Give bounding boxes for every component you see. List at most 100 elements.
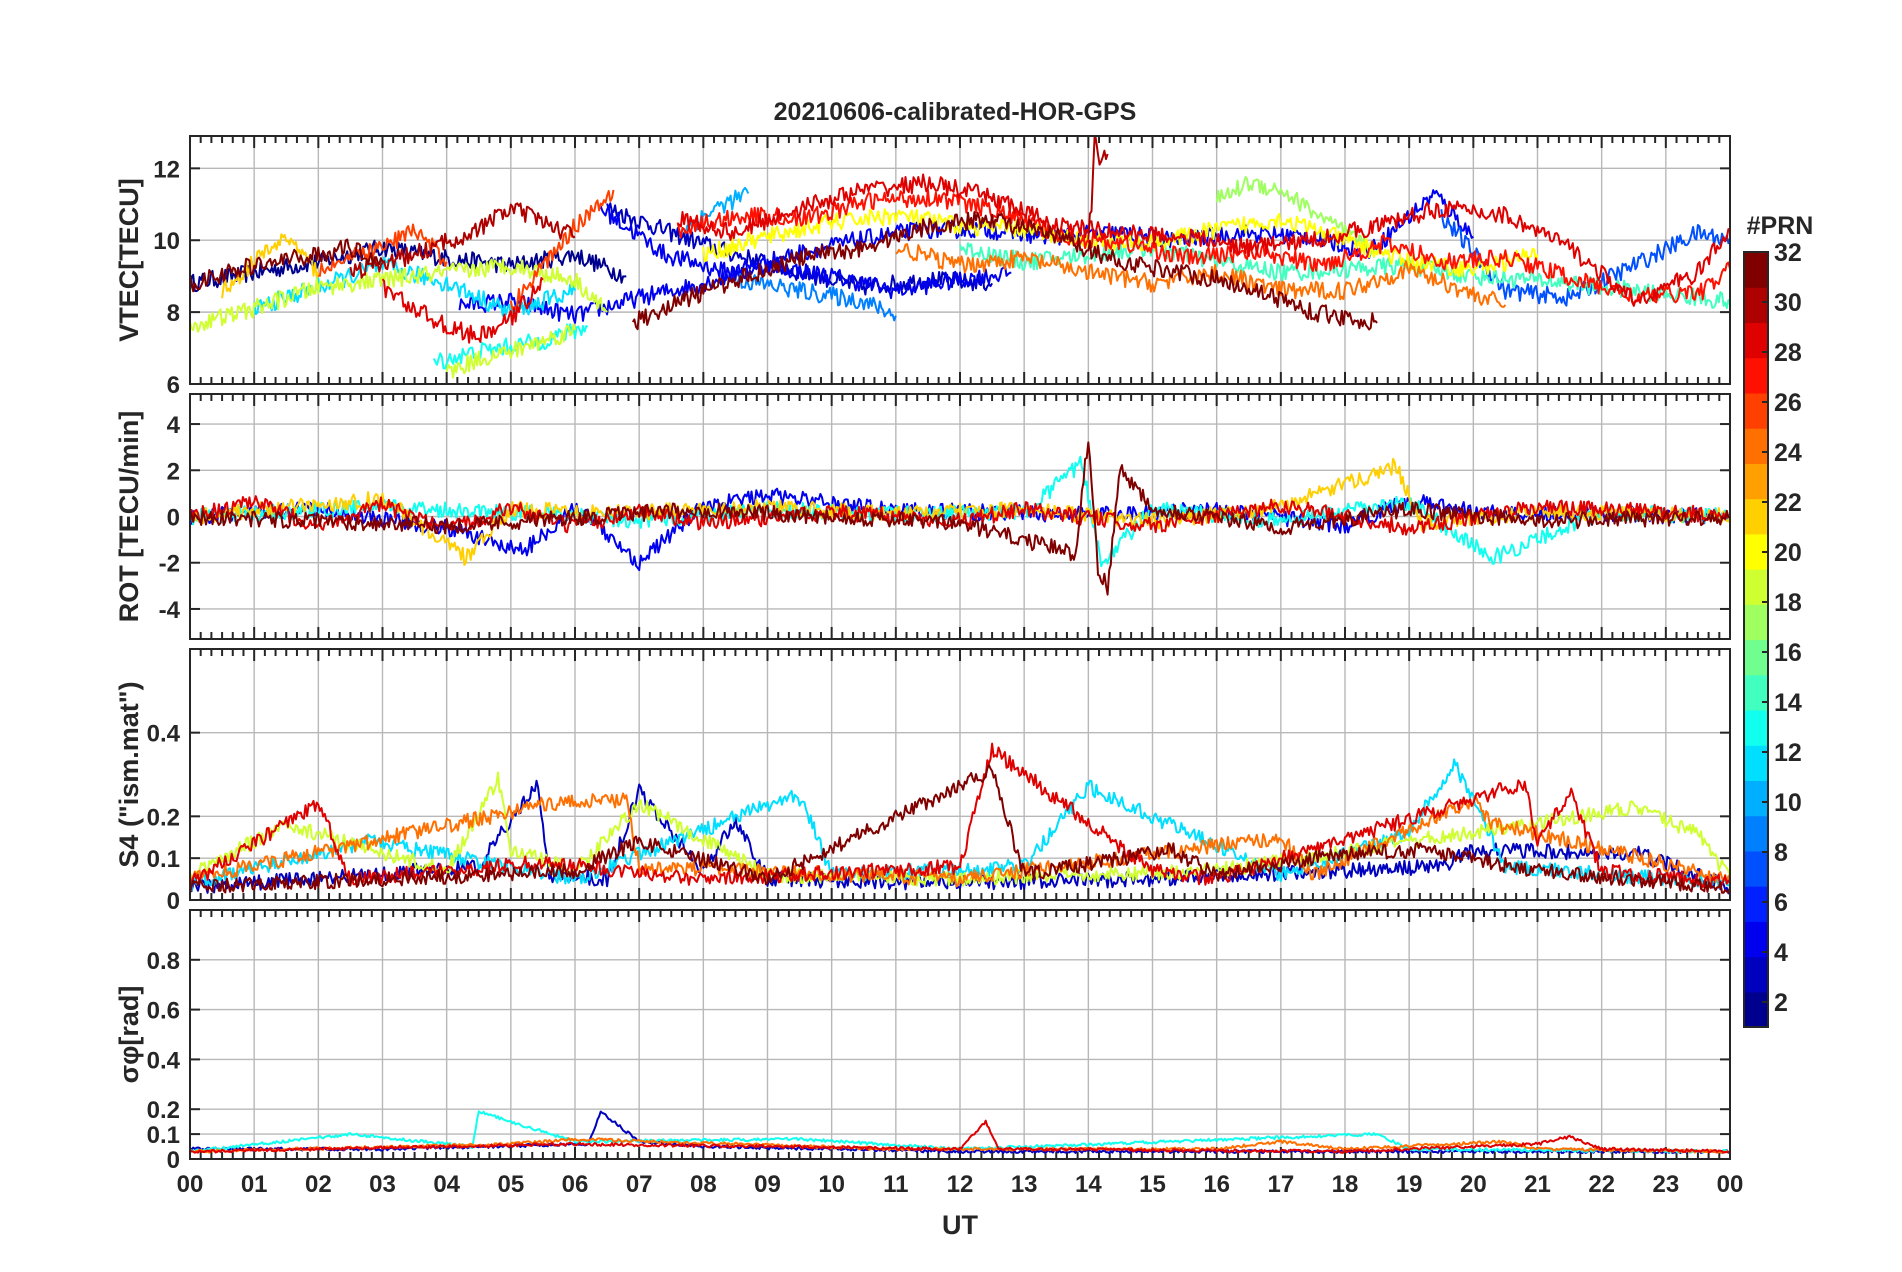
y-tick-label: 4 [167, 412, 181, 439]
x-tick-label: 18 [1332, 1171, 1359, 1198]
colorbar-tick-label: 12 [1774, 739, 1802, 767]
series-line-prn-27 [676, 188, 1730, 305]
y-tick-label: 0 [167, 888, 180, 915]
axes-frame [189, 909, 1731, 1160]
rot-panel: -4 -2 0 2 4 ROT [TECU/min] [114, 393, 1731, 640]
x-tick-label: 00 [1717, 1171, 1744, 1198]
y-tick-label: 0.4 [147, 721, 181, 748]
x-tick-label: 22 [1588, 1171, 1615, 1198]
x-tick-label: 23 [1652, 1171, 1679, 1198]
series-line-prn-31 [190, 441, 1730, 596]
y-tick-label: 0.4 [147, 1047, 181, 1074]
y-tick-label: 0.6 [147, 998, 180, 1025]
y-axis-label: σφ[rad] [114, 986, 144, 1084]
series-line-prn-4 [458, 258, 1012, 324]
series-line-prn-32 [631, 211, 1378, 331]
colorbar-tick-label: 10 [1774, 789, 1802, 817]
series-line-prn-25 [509, 189, 615, 311]
colorbar-tick-label: 28 [1774, 339, 1802, 367]
series-line-prn-19 [190, 771, 1730, 887]
x-tick-label: 06 [562, 1171, 589, 1198]
colorbar-tick-label: 8 [1774, 839, 1788, 867]
series-line-prn-9 [734, 273, 897, 322]
colorbar-swatch [1744, 357, 1768, 394]
series-line-prn-28 [190, 742, 1730, 890]
colorbar-swatch [1744, 674, 1768, 711]
colorbar-swatch [1744, 604, 1768, 641]
colorbar-swatch [1744, 780, 1768, 817]
colorbar-tick-label: 24 [1774, 439, 1802, 467]
colorbar-tick-label: 14 [1774, 689, 1802, 717]
axes-frame [189, 393, 1731, 640]
x-tick-label: 07 [626, 1171, 653, 1198]
colorbar-swatch [1744, 463, 1768, 500]
sigma-phi-panel: 00.10.2 0.4 0.6 0.8σφ[rad] 00 01 02 03 04 05 06 07 0… [114, 909, 1744, 1240]
colorbar-tick-label: 32 [1774, 239, 1802, 267]
series-line-prn-28 [190, 1119, 1730, 1154]
colorbar-tick-label: 30 [1774, 289, 1802, 317]
series-line-prn-24 [895, 243, 1507, 308]
series-line-prn-18 [445, 323, 576, 379]
series-line-prn-30 [349, 202, 576, 279]
colorbar-tick-label: 2 [1774, 989, 1788, 1017]
y-tick-label: 8 [167, 300, 180, 327]
series-line-prn-31 [190, 763, 1730, 894]
colorbar-tick-label: 4 [1774, 939, 1788, 967]
x-tick-label: 04 [433, 1171, 460, 1198]
colorbar-swatch [1744, 498, 1768, 535]
y-tick-label: 0.2 [147, 804, 180, 831]
colorbar-swatch [1744, 745, 1768, 782]
x-tick-label: 13 [1011, 1171, 1038, 1198]
colorbar-swatch [1744, 569, 1768, 605]
s4-panel: 0 0.1 0.2 0.4S4 ("ism.mat") [114, 648, 1731, 915]
y-tick-label: 0 [167, 1147, 180, 1174]
x-tick-label: 21 [1524, 1171, 1551, 1198]
y-axis-label: S4 ("ism.mat") [114, 681, 144, 867]
x-tick-label: 00 [177, 1171, 204, 1198]
colorbar-swatch [1744, 956, 1768, 993]
y-tick-label: -2 [159, 551, 180, 578]
colorbar-swatch [1744, 639, 1768, 676]
y-tick-label: 0.2 [147, 1097, 180, 1124]
colorbar-tick-label: 22 [1774, 489, 1802, 517]
y-tick-label: 6 [167, 372, 180, 399]
series-line-prn-3 [190, 779, 1730, 895]
series-line-prn-31 [190, 238, 384, 293]
x-tick-label: 20 [1460, 1171, 1487, 1198]
y-tick-label: 0.1 [147, 846, 180, 873]
x-tick-label: 10 [818, 1171, 845, 1198]
x-tick-label: 12 [947, 1171, 974, 1198]
colorbar-frame [1743, 251, 1769, 1028]
series-line-prn-13 [190, 455, 1730, 568]
y-tick-label: 0.8 [147, 948, 180, 975]
colorbar-swatch [1744, 709, 1768, 746]
vtec-panel: 6 8 10 12 VTEC[TECU] [114, 135, 1731, 399]
x-tick-label: 09 [754, 1171, 781, 1198]
colorbar-title: #PRN [1747, 212, 1814, 240]
colorbar-tick-label: 20 [1774, 539, 1802, 567]
y-tick-label: -4 [159, 597, 181, 624]
axes-frame [189, 648, 1731, 901]
x-tick-label: 16 [1203, 1171, 1230, 1198]
x-tick-label: 17 [1267, 1171, 1294, 1198]
x-tick-label: 11 [883, 1171, 908, 1198]
x-tick-label: 08 [690, 1171, 717, 1198]
series-line-prn-30b [1087, 136, 1109, 240]
series-line-prn-28 [677, 173, 1730, 307]
y-tick-label: 12 [153, 156, 180, 183]
y-axis-label: VTEC[TECU] [114, 178, 144, 342]
colorbar-swatch [1744, 392, 1768, 429]
y-axis-label: ROT [TECU/min] [114, 411, 144, 622]
colorbar-swatch [1744, 815, 1768, 852]
colorbar-swatch [1744, 287, 1768, 324]
colorbar-tick-label: 26 [1774, 389, 1802, 417]
x-tick-label: 19 [1396, 1171, 1423, 1198]
x-tick-label: 15 [1139, 1171, 1166, 1198]
x-tick-label: 14 [1075, 1171, 1102, 1198]
y-tick-label: 0 [167, 505, 180, 532]
axes-frame [189, 135, 1731, 385]
series-line-prn-29 [381, 277, 544, 344]
y-tick-label: 0.1 [147, 1122, 180, 1149]
x-axis-label: UT [942, 1210, 978, 1240]
